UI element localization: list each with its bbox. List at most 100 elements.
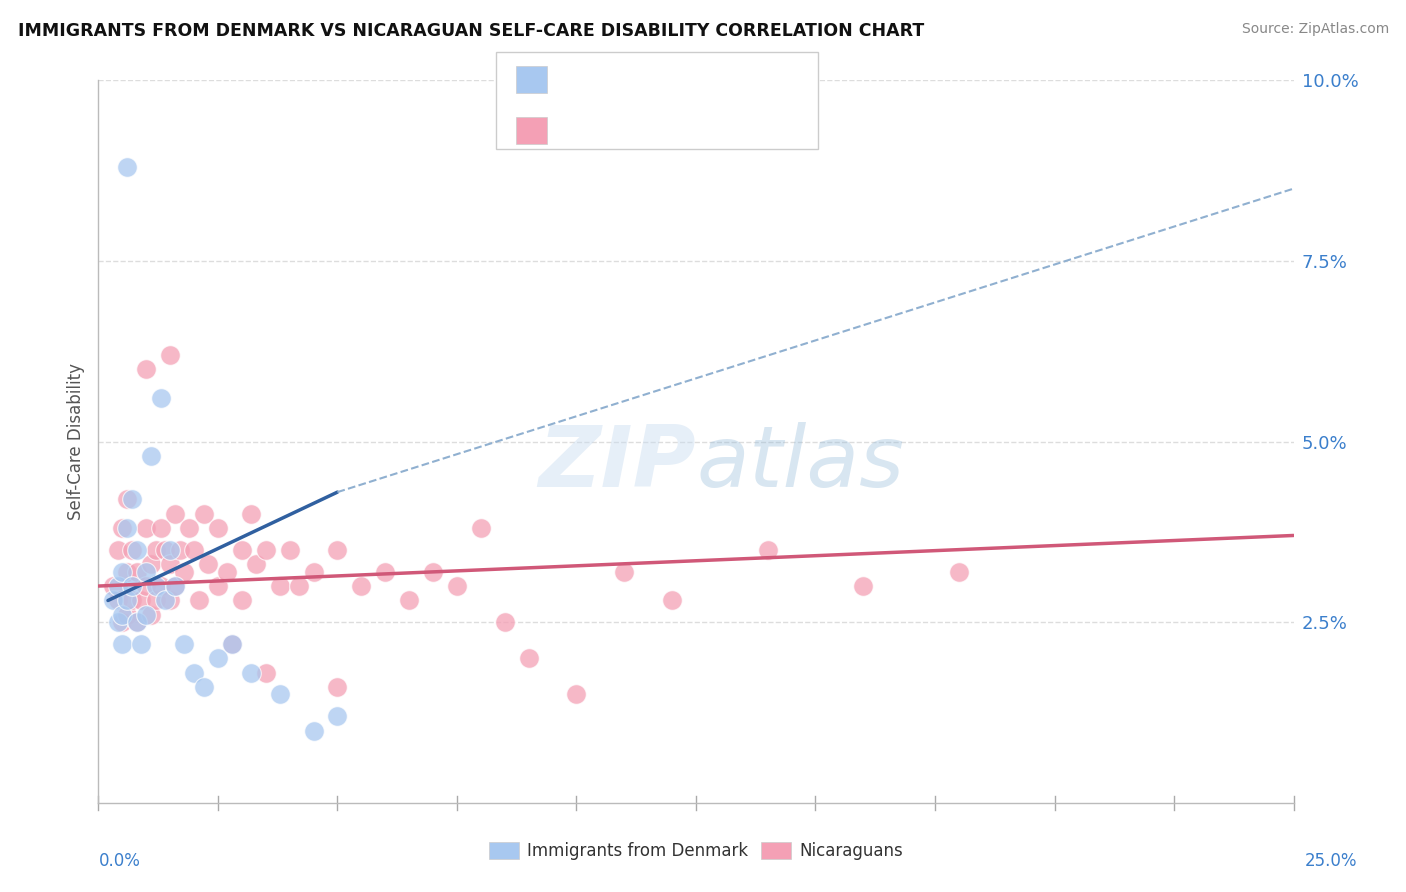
Point <box>111 521 134 535</box>
Point <box>470 521 492 535</box>
Point <box>115 492 138 507</box>
Point <box>756 542 779 557</box>
Point <box>149 521 172 535</box>
Point <box>446 579 468 593</box>
Point <box>326 709 349 723</box>
Text: 0.0%: 0.0% <box>98 852 141 870</box>
Point <box>159 593 181 607</box>
Point <box>115 565 138 579</box>
Point <box>288 579 311 593</box>
Point <box>517 651 540 665</box>
Point <box>221 637 243 651</box>
Point <box>350 579 373 593</box>
Point <box>121 579 143 593</box>
Point <box>163 507 186 521</box>
Point <box>240 665 263 680</box>
Point <box>326 542 349 557</box>
Point <box>115 607 138 622</box>
Text: R =  0.171   N =  31: R = 0.171 N = 31 <box>558 70 740 88</box>
Legend: Immigrants from Denmark, Nicaraguans: Immigrants from Denmark, Nicaraguans <box>482 835 910 867</box>
Point <box>661 593 683 607</box>
Point <box>135 521 157 535</box>
Point <box>374 565 396 579</box>
Point <box>613 565 636 579</box>
Point <box>179 521 201 535</box>
Point <box>135 607 157 622</box>
Point <box>115 593 138 607</box>
Point <box>302 565 325 579</box>
Point <box>254 665 277 680</box>
Point <box>159 558 181 572</box>
Point <box>269 579 291 593</box>
Text: Source: ZipAtlas.com: Source: ZipAtlas.com <box>1241 22 1389 37</box>
Point <box>145 579 167 593</box>
Point <box>173 637 195 651</box>
Y-axis label: Self-Care Disability: Self-Care Disability <box>66 363 84 520</box>
Point <box>852 579 875 593</box>
Point <box>217 565 239 579</box>
Point <box>159 542 181 557</box>
Point <box>326 680 349 694</box>
Point <box>231 542 253 557</box>
Point <box>115 521 138 535</box>
Point <box>135 362 157 376</box>
Point <box>422 565 444 579</box>
Point <box>107 615 129 630</box>
Point <box>254 542 277 557</box>
Point <box>155 542 177 557</box>
Point <box>221 637 243 651</box>
Point <box>163 579 186 593</box>
Text: atlas: atlas <box>696 422 904 505</box>
Point <box>145 593 167 607</box>
Point <box>111 565 134 579</box>
Point <box>131 593 153 607</box>
Point <box>187 593 209 607</box>
Point <box>125 542 148 557</box>
Point <box>207 651 229 665</box>
Point <box>183 665 205 680</box>
Point <box>121 542 143 557</box>
Text: R = 0.075   N = 65: R = 0.075 N = 65 <box>558 121 728 139</box>
Point <box>197 558 219 572</box>
Point <box>107 542 129 557</box>
Point <box>948 565 970 579</box>
Point <box>111 637 134 651</box>
Point <box>193 507 215 521</box>
Point <box>163 579 186 593</box>
Point <box>207 579 229 593</box>
Point <box>149 391 172 405</box>
Point <box>101 593 124 607</box>
Point <box>149 579 172 593</box>
Point <box>135 579 157 593</box>
Point <box>125 615 148 630</box>
Point <box>125 565 148 579</box>
Point <box>107 579 129 593</box>
Point <box>145 542 167 557</box>
Point <box>111 607 134 622</box>
Point <box>183 542 205 557</box>
Point <box>115 160 138 174</box>
Point <box>159 348 181 362</box>
Point <box>107 593 129 607</box>
Point <box>135 565 157 579</box>
Point <box>131 637 153 651</box>
Text: ZIP: ZIP <box>538 422 696 505</box>
Point <box>139 449 162 463</box>
Point <box>111 615 134 630</box>
Point <box>125 615 148 630</box>
Point <box>278 542 301 557</box>
Point <box>169 542 191 557</box>
Point <box>231 593 253 607</box>
Point <box>121 492 143 507</box>
Text: IMMIGRANTS FROM DENMARK VS NICARAGUAN SELF-CARE DISABILITY CORRELATION CHART: IMMIGRANTS FROM DENMARK VS NICARAGUAN SE… <box>18 22 925 40</box>
Point <box>139 607 162 622</box>
Text: 25.0%: 25.0% <box>1305 852 1357 870</box>
Point <box>155 593 177 607</box>
Point <box>121 593 143 607</box>
Point <box>398 593 420 607</box>
Point <box>240 507 263 521</box>
Point <box>245 558 267 572</box>
Point <box>139 558 162 572</box>
Point <box>101 579 124 593</box>
Point <box>269 687 291 701</box>
